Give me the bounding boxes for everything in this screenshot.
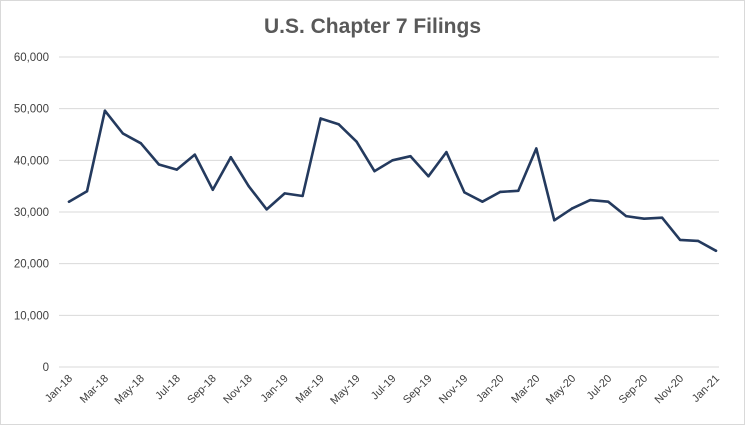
data-point [642,217,646,220]
data-point [445,150,448,154]
x-tick-label: Jul-20 [585,373,615,403]
chart-title: U.S. Chapter 7 Filings [263,15,482,38]
data-point [211,188,214,191]
data-point [696,239,700,243]
data-point [571,207,574,210]
data-point [175,168,179,171]
data-point [463,191,466,194]
data-point [373,169,376,173]
x-tick-label: Sep-18 [185,373,219,407]
data-point [535,147,538,150]
x-tick-label: May-19 [328,373,362,407]
data-point [391,159,394,162]
y-tick-label: 30,000 [14,207,49,219]
x-tick-label: Mar-19 [294,373,327,406]
y-tick-label: 20,000 [14,259,49,271]
data-point [355,140,358,143]
data-point [319,117,322,120]
data-point [660,216,664,219]
data-point [499,190,502,194]
x-tick-label: Jan-18 [43,373,75,405]
x-tick-label: Nov-19 [437,373,471,407]
data-point [301,194,304,198]
x-tick-label: May-18 [113,373,147,407]
x-tick-label: Jan-19 [259,373,291,405]
data-point [678,238,682,242]
x-tick-label: Jan-21 [690,373,722,405]
data-point [85,190,89,193]
x-tick-label: Jan-20 [474,373,506,405]
x-tick-label: May-20 [544,373,578,407]
y-tick-label: 10,000 [14,310,49,322]
y-tick-label: 40,000 [14,155,49,167]
data-point [193,153,197,156]
x-tick-label: Mar-18 [78,373,111,406]
data-point [553,219,556,222]
data-point [481,200,484,203]
data-point [409,155,412,158]
y-tick-label: 0 [43,362,49,374]
x-tick-label: Nov-20 [653,373,687,407]
data-point [67,200,71,203]
data-point [606,200,610,203]
data-point [714,249,718,252]
data-point [517,189,520,193]
data-point [337,122,340,126]
data-point [283,192,286,195]
series-line [67,109,718,253]
data-point [588,198,592,202]
x-tick-label: Sep-19 [401,373,435,407]
data-point [103,109,107,112]
data-point [229,156,232,159]
data-point [157,163,161,166]
x-tick-label: Jul-18 [153,373,183,403]
data-point [139,142,143,145]
data-point [427,175,430,178]
x-tick-label: Sep-20 [617,373,651,407]
x-tick-label: Mar-20 [509,373,542,406]
data-point [265,208,268,211]
data-point [247,184,250,188]
data-point [624,214,628,218]
y-tick-label: 60,000 [14,52,49,64]
x-tick-label: Jul-19 [369,373,399,403]
x-tick-label: Nov-18 [221,373,255,407]
data-point [121,132,125,135]
y-tick-label: 50,000 [14,104,49,116]
